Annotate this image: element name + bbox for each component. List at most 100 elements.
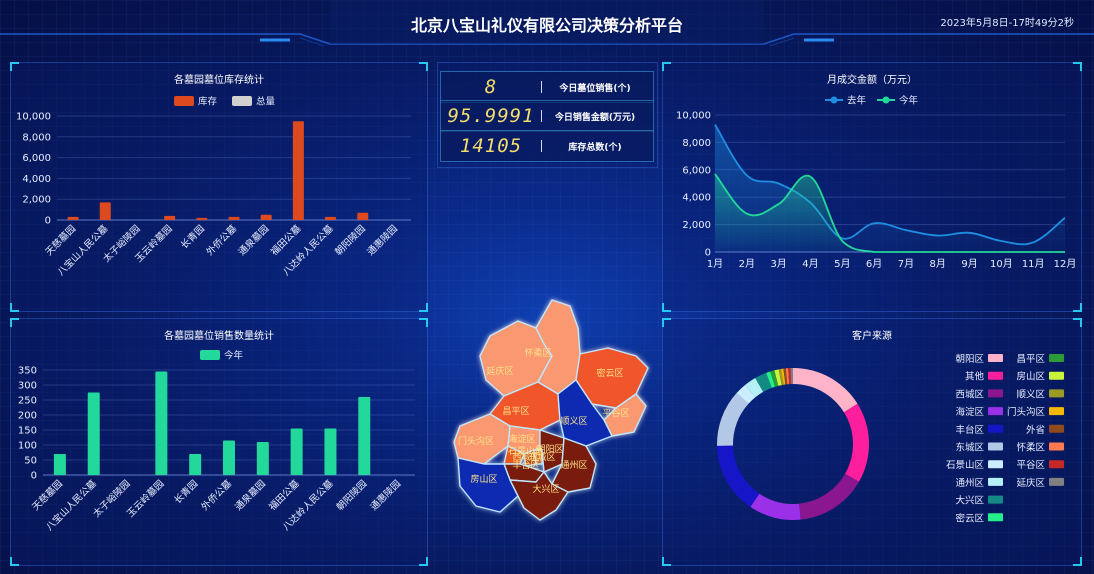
map-region-daxing[interactable] — [509, 471, 569, 521]
legend-label: 怀柔区 — [1016, 442, 1045, 454]
y-tick-label: 100 — [18, 441, 37, 452]
legend-label: 库存 — [198, 96, 218, 108]
kpi-label: 今日销售金额(万元) — [554, 113, 636, 123]
kpi-daily-sales: 8 今日墓位销售(个) — [440, 71, 654, 103]
legend-swatch — [1049, 477, 1064, 486]
legend-label: 总量 — [256, 96, 276, 108]
legend-swatch — [1049, 389, 1064, 398]
pie-slice — [766, 371, 776, 388]
map-district-label: 延庆区 — [486, 365, 513, 377]
customer-panel: 客户来源 朝阳区 其他 西城区 海淀区 丰台区 东城区 石景山区 通州区 大兴区 密云区 昌平区 房山… — [662, 318, 1082, 566]
bar — [358, 397, 371, 475]
pie-slice — [783, 368, 788, 385]
bar — [53, 454, 66, 475]
map-district-label: 怀柔区 — [524, 347, 551, 359]
pie-slice — [843, 403, 869, 482]
y-tick-label: 4,000 — [682, 193, 711, 204]
legend-label: 延庆区 — [1016, 477, 1045, 489]
y-tick-label: 8,000 — [22, 132, 51, 143]
y-tick-label: 6,000 — [682, 165, 711, 176]
header: 北京八宝山礼仪有限公司决策分析平台 2023年5月8日-17时49分2秒 — [0, 0, 1094, 46]
map-region-shunyi[interactable] — [557, 379, 613, 447]
y-tick-label: 0 — [45, 216, 51, 227]
map-region-dongcheng[interactable] — [533, 449, 543, 465]
bar — [290, 428, 303, 475]
map-district-label: 朝阳区 — [536, 444, 563, 455]
pie-slice — [750, 493, 801, 520]
legend-swatch — [174, 96, 194, 106]
y-tick-label: 10,000 — [676, 111, 711, 122]
legend-marker — [882, 96, 890, 104]
legend-swatch — [988, 477, 1003, 486]
y-tick-label: 350 — [18, 366, 37, 377]
kpi-label: 今日墓位销售(个) — [559, 84, 631, 94]
legend-swatch — [1049, 460, 1064, 469]
x-tick-label: 外侨公墓 — [204, 222, 240, 258]
pie-slice — [781, 368, 786, 385]
kpi-label: 库存总数(个) — [568, 143, 622, 153]
bar — [223, 440, 235, 475]
x-tick-label: 福田公墓 — [266, 477, 302, 513]
pie-slice — [770, 370, 779, 387]
pie-slice — [793, 368, 858, 413]
y-tick-label: 2,000 — [682, 220, 711, 231]
x-tick-label: 2月 — [739, 258, 755, 270]
header-frame — [0, 0, 1094, 46]
map-region-mentougou[interactable] — [453, 413, 511, 465]
legend-swatch — [988, 371, 1003, 380]
pie-slice — [717, 445, 760, 507]
bar — [189, 454, 202, 475]
map-district-label: 顺义区 — [560, 416, 587, 427]
kpi-inventory-total: 14105 库存总数(个) — [440, 130, 654, 162]
y-tick-label: 2,000 — [22, 195, 51, 206]
legend-label: 门头沟区 — [1007, 406, 1046, 418]
kpi-value: 95.9991 — [447, 105, 535, 127]
legend-marker — [830, 96, 838, 104]
legend-swatch — [988, 460, 1003, 469]
pie-slice — [799, 473, 859, 520]
legend-swatch — [232, 96, 252, 106]
legend-swatch — [988, 407, 1003, 416]
pie-slice — [717, 393, 749, 446]
legend-label: 去年 — [847, 95, 867, 107]
map-district-label: 西城区 — [512, 452, 539, 463]
y-tick-label: 8,000 — [682, 138, 711, 149]
y-tick-label: 150 — [18, 426, 37, 437]
legend-swatch — [988, 495, 1003, 504]
map-district-label: 丰台区 — [512, 459, 539, 471]
legend-swatch — [1049, 407, 1064, 416]
bar — [67, 216, 79, 220]
inventory-chart: 02,0004,0006,0008,00010,000天慈墓园八宝山人民公墓太子… — [16, 96, 411, 278]
bar — [292, 121, 304, 220]
legend-swatch — [988, 513, 1003, 522]
legend-label: 房山区 — [1016, 371, 1045, 383]
legend-swatch — [1049, 354, 1064, 362]
pie-slice — [790, 368, 793, 385]
bar — [228, 216, 240, 220]
map-district-label: 昌平区 — [502, 406, 529, 417]
legend-swatch — [988, 354, 1003, 362]
bar — [325, 216, 337, 220]
legend-label: 西城区 — [955, 389, 984, 400]
y-tick-label: 300 — [18, 381, 37, 392]
map-district-label: 海淀区 — [508, 433, 535, 445]
bar — [155, 371, 168, 475]
x-tick-label: 10月 — [990, 258, 1013, 270]
y-tick-label: 250 — [18, 396, 37, 407]
x-tick-label: 玉云岭墓园 — [124, 478, 166, 520]
x-tick-label: 6月 — [866, 258, 882, 270]
bar — [99, 202, 111, 220]
bar — [357, 212, 369, 220]
y-tick-label: 10,000 — [16, 112, 51, 123]
pie-slice — [745, 378, 764, 398]
x-tick-label: 9月 — [961, 258, 977, 270]
x-tick-label: 通泉墓园 — [233, 478, 268, 513]
legend-label: 海淀区 — [955, 406, 984, 418]
bar — [256, 442, 269, 475]
sales-chart-title: 各墓园墓位销售数量统计 — [164, 331, 274, 342]
monthly-chart-title: 月成交金额（万元） — [827, 75, 917, 86]
map-district-label: 门头沟区 — [458, 435, 494, 447]
legend-swatch — [1049, 424, 1064, 433]
x-tick-label: 4月 — [802, 258, 818, 270]
